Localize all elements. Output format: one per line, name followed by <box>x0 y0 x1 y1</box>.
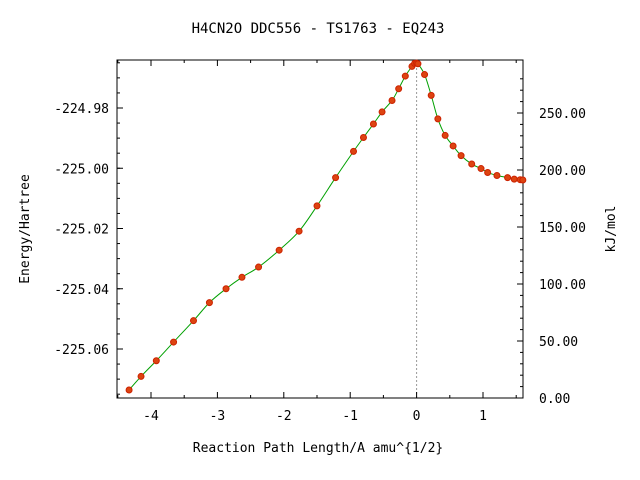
data-point <box>313 202 321 210</box>
y-tick-label: -225.02 <box>54 223 109 238</box>
x-tick-label: 0 <box>413 409 421 424</box>
axes: -4 -3 -2 -1 0 1 -224.98 -225.00 -225.02 -225.04 -2… <box>54 59 586 424</box>
y-tick-label: -225.00 <box>54 162 109 177</box>
data-point <box>369 120 377 128</box>
data-point <box>238 273 246 281</box>
data-point <box>493 171 501 179</box>
y2-axis-label: kJ/mol <box>604 206 619 253</box>
data-point <box>484 168 492 176</box>
data-point <box>222 285 230 293</box>
x-tick-label: -2 <box>276 409 292 424</box>
x-axis-label: Reaction Path Length/A amu^{1/2} <box>193 441 443 456</box>
y2-tick-label: 100.00 <box>539 278 586 293</box>
y2-tick-label: 50.00 <box>539 335 578 350</box>
data-points <box>125 59 527 394</box>
y-axis-label: Energy/Hartree <box>18 174 33 284</box>
data-point <box>401 72 409 80</box>
data-point <box>395 85 403 93</box>
data-point <box>449 142 457 150</box>
data-point <box>205 299 213 307</box>
y-tick-label: -225.04 <box>54 283 109 298</box>
data-point <box>468 160 476 168</box>
data-point <box>388 96 396 104</box>
plot-frame <box>116 59 524 399</box>
data-point <box>275 246 283 254</box>
y2-tick-label: 0.00 <box>539 392 570 407</box>
y2-tick-label: 250.00 <box>539 107 586 122</box>
data-point <box>189 317 197 325</box>
y2-tick-label: 200.00 <box>539 164 586 179</box>
data-point <box>457 152 465 160</box>
data-point <box>477 165 485 173</box>
data-point <box>510 175 518 183</box>
x-tick-label: -3 <box>210 409 226 424</box>
y-tick-label: -225.06 <box>54 343 109 358</box>
x-tick-label: -4 <box>143 409 159 424</box>
data-point <box>359 134 367 142</box>
chart-title: H4CN2O DDC556 - TS1763 - EQ243 <box>192 21 445 37</box>
x-tick-label: 1 <box>479 409 487 424</box>
data-point <box>414 60 422 68</box>
data-point <box>519 176 527 184</box>
data-point <box>421 71 429 79</box>
data-point <box>427 91 435 99</box>
data-point <box>152 357 160 365</box>
series-line <box>128 62 523 391</box>
data-point <box>295 227 303 235</box>
series-line-group <box>128 62 523 391</box>
y2-tick-label: 150.00 <box>539 221 586 236</box>
data-point <box>504 174 512 182</box>
data-point <box>434 115 442 123</box>
x-tick-label: -1 <box>342 409 358 424</box>
data-point <box>137 372 145 380</box>
data-point <box>332 174 340 182</box>
data-point <box>170 338 178 346</box>
y-tick-label: -224.98 <box>54 102 109 117</box>
data-point <box>125 386 133 394</box>
data-point <box>441 131 449 139</box>
data-point <box>378 108 386 116</box>
data-point <box>350 147 358 155</box>
data-point <box>255 263 263 271</box>
